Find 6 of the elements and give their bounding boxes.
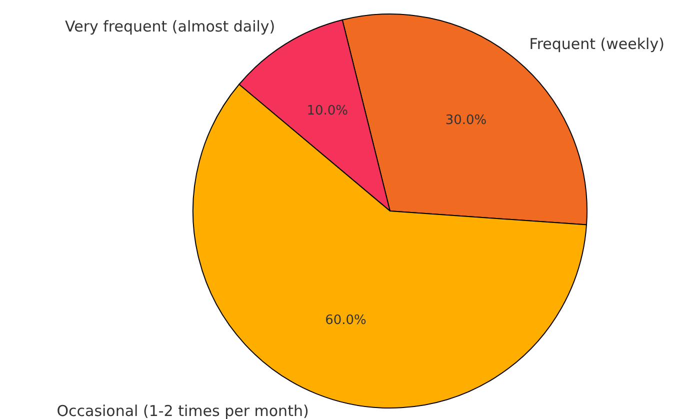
data-label: 30.0% bbox=[445, 113, 487, 128]
slice-label: Occasional (1-2 times per month) bbox=[56, 402, 309, 419]
slice-label: Frequent (weekly) bbox=[529, 35, 664, 54]
data-label: 60.0% bbox=[325, 313, 366, 328]
slice-label: Very frequent (almost daily) bbox=[65, 17, 276, 36]
data-label: 10.0% bbox=[306, 103, 348, 118]
